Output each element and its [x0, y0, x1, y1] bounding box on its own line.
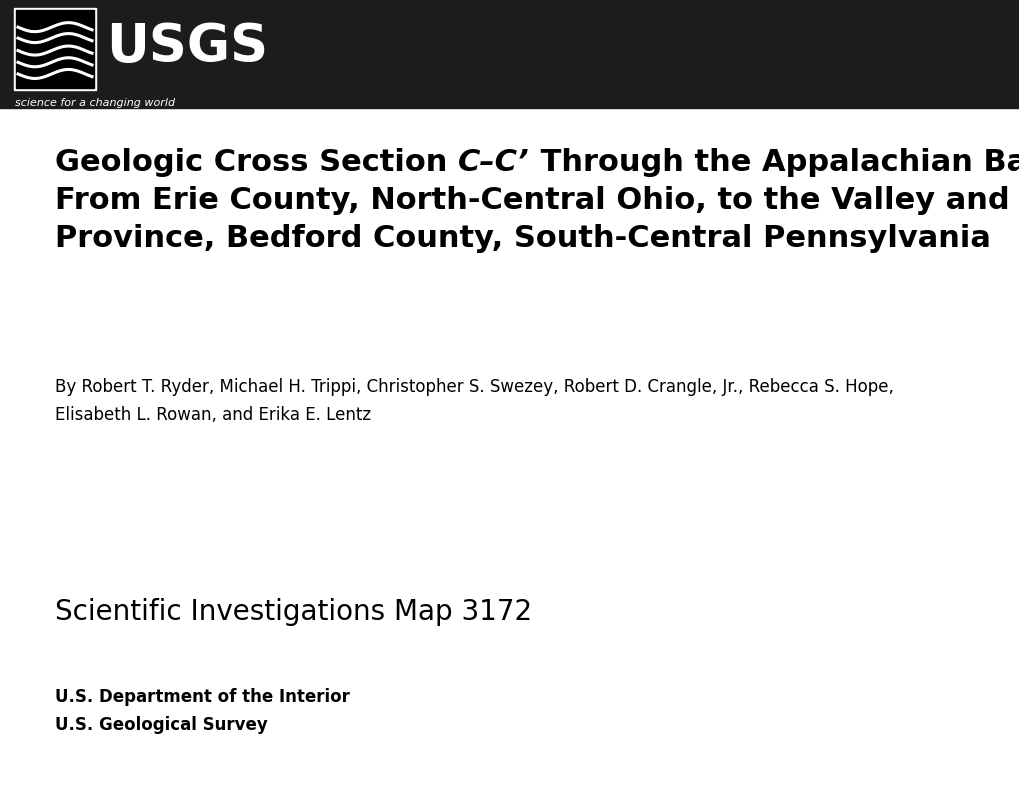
Bar [0, 0, 1019, 108]
Text: C–C’: C–C’ [458, 148, 529, 177]
Text: USGS: USGS [106, 21, 268, 73]
Text: Geologic Cross Section: Geologic Cross Section [55, 148, 458, 177]
Text: U.S. Department of the Interior
U.S. Geological Survey: U.S. Department of the Interior U.S. Geo… [55, 688, 350, 734]
Text: science for a changing world: science for a changing world [15, 98, 175, 108]
Text: Through the Appalachian Basin: Through the Appalachian Basin [529, 148, 1019, 177]
Text: Scientific Investigations Map 3172: Scientific Investigations Map 3172 [55, 598, 532, 626]
Text: Province, Bedford County, South-Central Pennsylvania: Province, Bedford County, South-Central … [55, 224, 989, 253]
Text: By Robert T. Ryder, Michael H. Trippi, Christopher S. Swezey, Robert D. Crangle,: By Robert T. Ryder, Michael H. Trippi, C… [55, 378, 893, 424]
Bar [16, 10, 94, 88]
Bar [14, 8, 96, 90]
Text: From Erie County, North-Central Ohio, to the Valley and Ridge: From Erie County, North-Central Ohio, to… [55, 186, 1019, 215]
